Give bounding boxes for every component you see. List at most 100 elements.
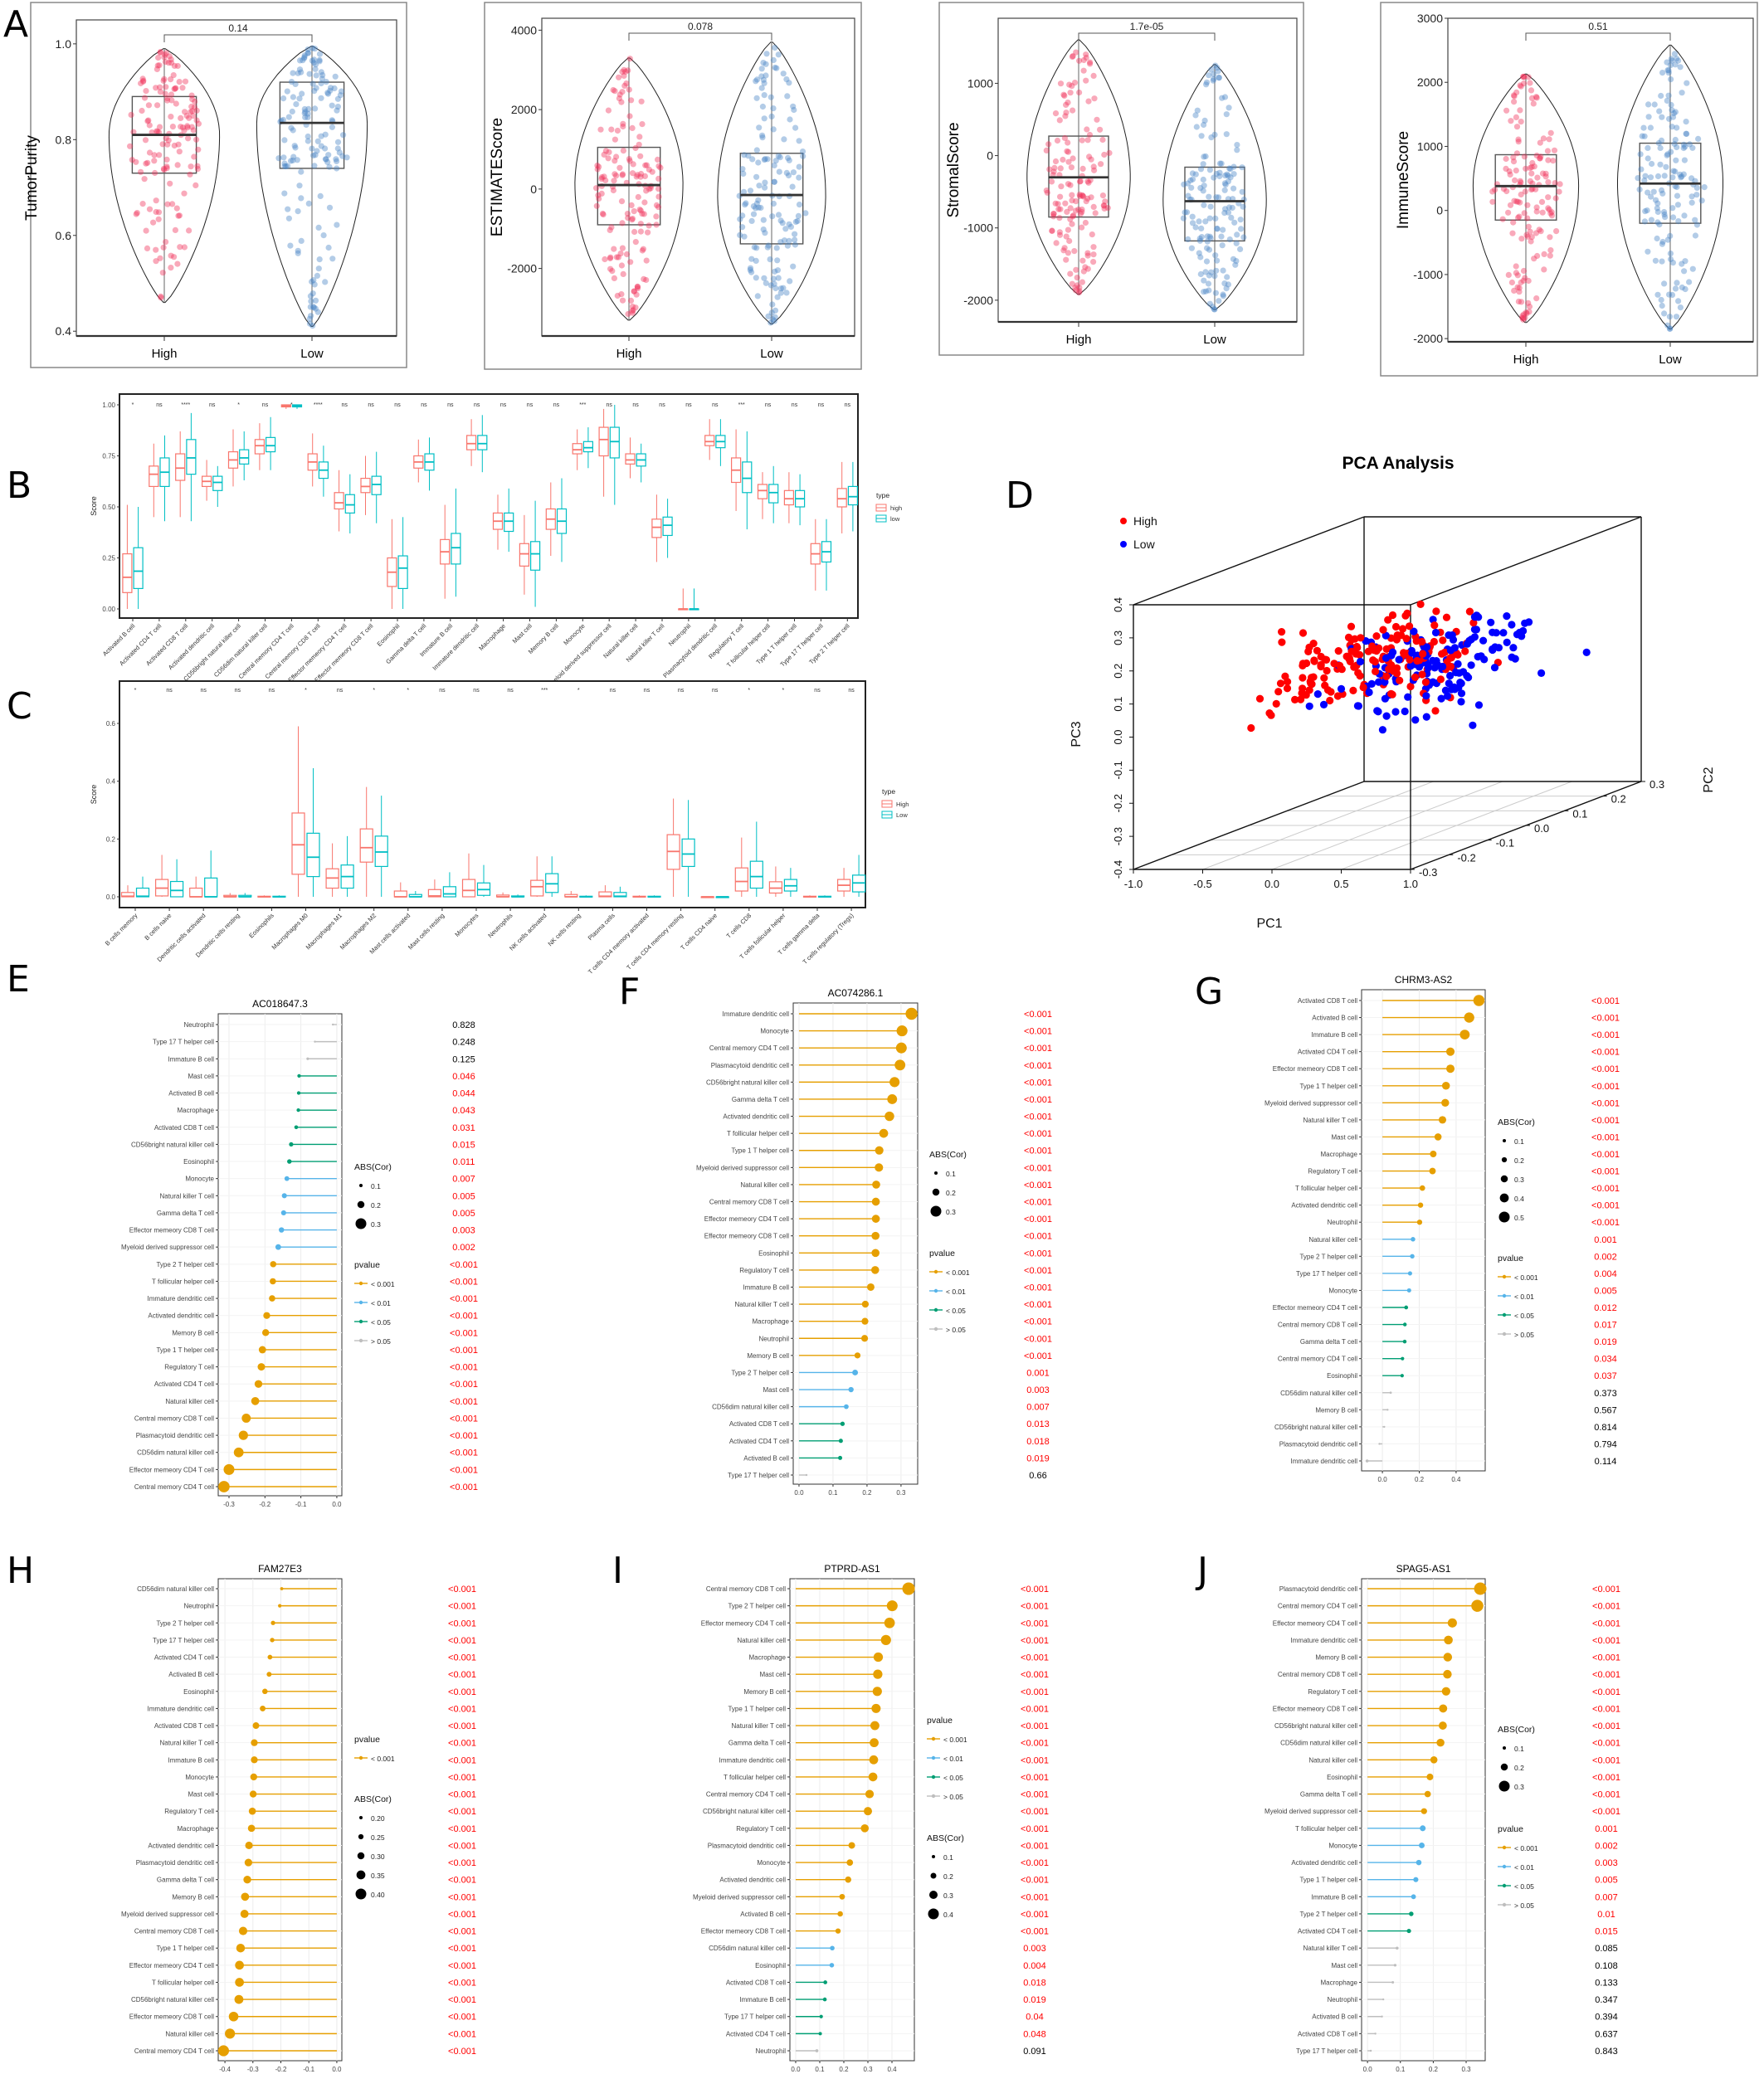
significance-label: ns (209, 402, 216, 408)
data-point (1066, 237, 1073, 245)
data-point (792, 241, 799, 248)
box-low (739, 153, 804, 245)
cell-type-label: T follicular helper cell (1295, 1185, 1357, 1192)
lollipop-dot (243, 1876, 251, 1884)
data-point (139, 78, 147, 85)
data-point (285, 206, 291, 212)
data-point (641, 199, 648, 206)
data-point (142, 137, 149, 144)
lollipop-dot (1406, 1929, 1411, 1934)
y-tick-label: 3000 (1417, 12, 1443, 25)
legend-label: High (1133, 514, 1157, 528)
data-point (772, 64, 778, 71)
pvalue-label: <0.001 (448, 2029, 476, 2039)
cell-type-label: Type 17 T helper cell (153, 1637, 214, 1644)
data-point (1528, 170, 1535, 177)
data-point (1234, 147, 1240, 153)
data-point (1520, 74, 1527, 80)
pvalue-label: <0.001 (450, 1397, 478, 1407)
cell-type-label: Immature dendritic cell (723, 1010, 790, 1018)
size-legend-label: 0.2 (946, 1189, 956, 1197)
point-low (1424, 664, 1432, 672)
subplot-frame (1380, 2, 1758, 377)
data-point (1225, 173, 1231, 179)
data-point (1679, 260, 1685, 267)
data-point (1204, 245, 1211, 251)
lollipop-dot (905, 1007, 918, 1020)
significance-label: * (237, 402, 240, 408)
data-point (1200, 187, 1206, 194)
pvalue-label: <0.001 (1591, 1218, 1620, 1228)
data-point (1065, 250, 1071, 256)
data-point (1528, 187, 1535, 193)
data-point (1656, 108, 1663, 114)
data-point (739, 212, 746, 219)
data-point (1513, 198, 1520, 205)
data-point (1677, 304, 1684, 311)
pvalue-label: <0.001 (448, 1619, 476, 1629)
data-point (163, 239, 169, 246)
data-point (1087, 59, 1094, 66)
point-high (1438, 650, 1446, 658)
data-point (190, 113, 197, 119)
data-point (297, 57, 304, 64)
data-point (1513, 124, 1521, 130)
data-point (775, 212, 782, 218)
x-category-label: NK cells activated (508, 912, 548, 952)
data-point (1663, 163, 1669, 170)
data-point (324, 90, 331, 96)
data-point (1060, 91, 1067, 98)
data-point (164, 141, 171, 148)
box-low (424, 437, 435, 491)
box-high (632, 895, 646, 898)
pvalue-label: <0.001 (450, 1312, 478, 1322)
data-point (1669, 57, 1675, 64)
cell-type-label: Activated CD8 T cell (729, 1420, 789, 1428)
data-point (319, 75, 325, 82)
pvalue-label: <0.001 (1024, 1027, 1052, 1037)
data-point (1672, 61, 1679, 68)
data-point (1211, 71, 1217, 78)
x-tick-label: 0.0 (791, 2066, 801, 2073)
x-tick-label: 0.4 (1451, 1476, 1461, 1483)
data-point (287, 242, 294, 249)
cell-type-label: CD56dim natural killer cell (712, 1404, 789, 1411)
data-point (163, 165, 170, 172)
data-point (612, 158, 618, 164)
data-point (1693, 222, 1700, 228)
data-point (606, 148, 612, 155)
pvalue-legend-dot (1502, 1864, 1507, 1869)
data-point (1648, 193, 1654, 200)
box-high (413, 439, 424, 483)
data-point (753, 78, 759, 85)
cell-type-label: Type 1 T helper cell (156, 1945, 214, 1952)
data-point (282, 163, 290, 170)
significance-label: ns (156, 402, 163, 408)
x-tick-label: 0.1 (1396, 2066, 1406, 2073)
data-point (655, 193, 662, 200)
data-point (324, 90, 332, 97)
pvalue-legend-label: < 0.001 (1514, 1844, 1538, 1852)
data-point (151, 158, 158, 164)
data-point (193, 107, 200, 114)
data-point (774, 257, 781, 264)
pvalue-label: <0.001 (1024, 1249, 1052, 1259)
size-legend-label: 0.1 (946, 1170, 956, 1178)
significance-label: * (290, 402, 293, 408)
significance-label: *** (738, 402, 745, 408)
data-point (1211, 131, 1218, 138)
cell-type-label: Plasmacytoid dendritic cell (136, 1859, 214, 1867)
data-point (1220, 293, 1226, 299)
data-point (1202, 218, 1209, 225)
data-point (792, 124, 799, 131)
data-point (1673, 314, 1680, 320)
pvalue-legend-dot (1502, 1845, 1507, 1850)
x-tick-label: -0.2 (275, 2066, 287, 2073)
data-point (1526, 304, 1533, 310)
pvalue-label: 0.828 (452, 1020, 475, 1030)
data-point (161, 54, 168, 61)
data-point (1539, 170, 1547, 177)
y-tick-label: -2000 (507, 262, 537, 275)
box-low (318, 445, 329, 497)
data-point (1636, 186, 1643, 192)
